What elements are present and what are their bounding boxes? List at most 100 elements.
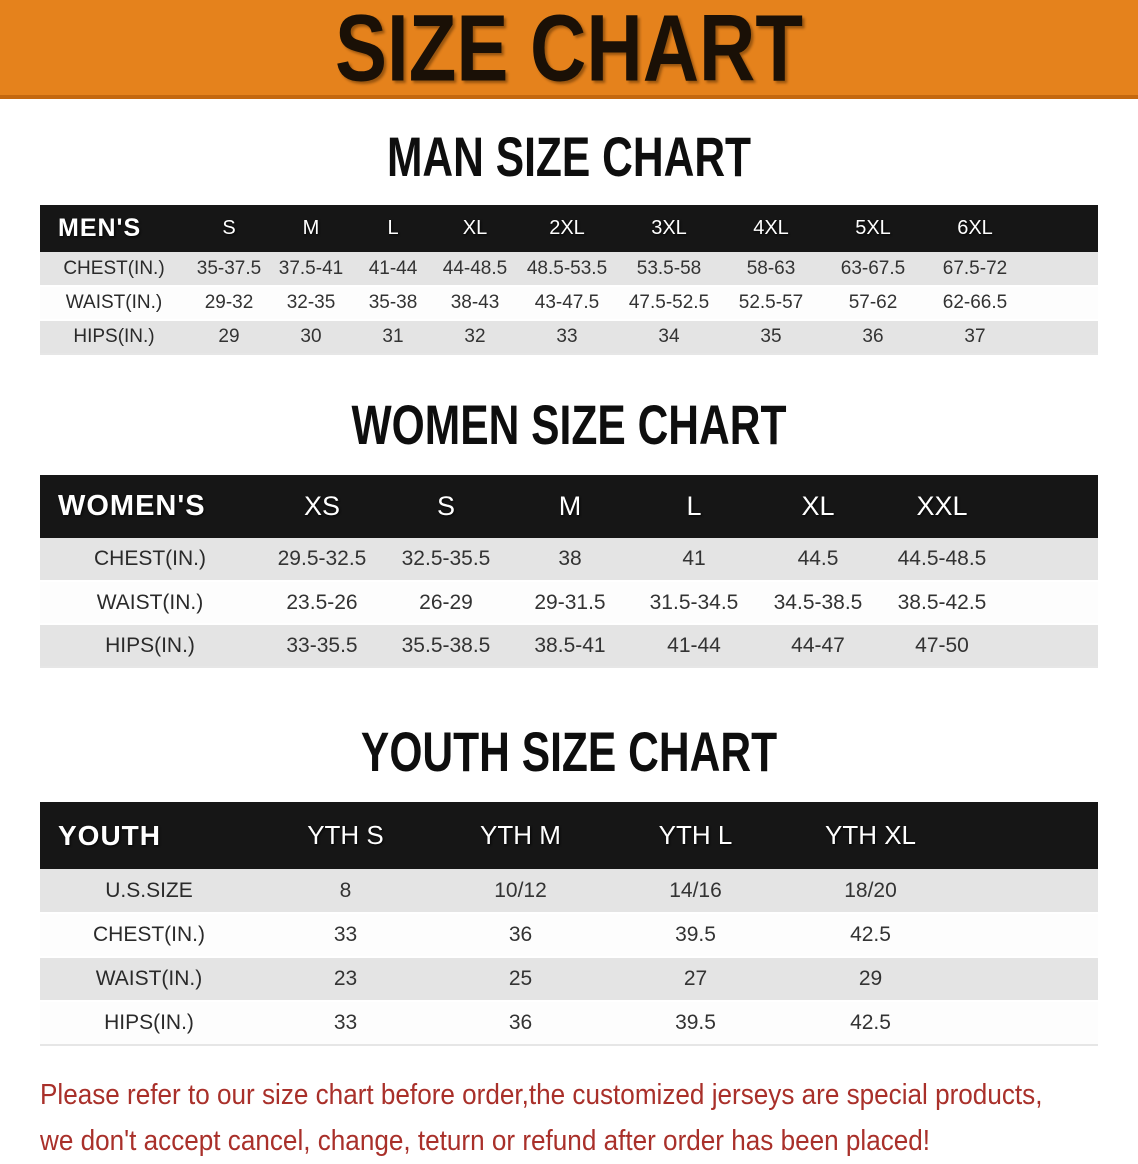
value-cell: 44.5-48.5	[897, 547, 987, 570]
size-column-header: M	[508, 475, 632, 538]
value-cell: 30	[300, 326, 322, 347]
value-cell: 35-37.5	[196, 257, 262, 279]
row-label: HIPS(IN.)	[104, 1011, 194, 1034]
size-column-header: S	[384, 475, 508, 538]
measurement-row: CHEST(IN.) 35-37.5 37.5-41 41-44 44-48.5 48.5…	[40, 252, 1098, 286]
value-cell: 47-50	[915, 633, 969, 657]
value-cell: 35	[760, 326, 782, 347]
size-column-header: 3XL	[618, 205, 720, 252]
size-column-header: XL	[756, 475, 880, 538]
value-cell: 34.5-38.5	[773, 590, 863, 614]
value-cell: 33-35.5	[286, 633, 358, 657]
row-label: WAIST(IN.)	[96, 590, 204, 614]
value-cell: 8	[339, 878, 352, 902]
size-column-header: L	[352, 205, 434, 252]
size-column-header: 6XL	[924, 205, 1026, 252]
header-filler	[1026, 205, 1098, 252]
value-cell: 44.5	[797, 547, 839, 570]
value-cell: 44-48.5	[442, 257, 508, 279]
value-cell: 43-47.5	[534, 292, 600, 313]
value-cell: 29	[218, 326, 240, 347]
value-cell: 53.5-58	[636, 257, 702, 279]
row-filler	[1026, 286, 1098, 320]
row-label: WAIST(IN.)	[65, 292, 163, 313]
row-filler	[1026, 320, 1098, 354]
men-section-heading: MAN SIZE CHART	[386, 125, 752, 188]
value-cell: 38-43	[450, 292, 500, 313]
value-cell: 39.5	[675, 923, 716, 946]
row-filler	[1004, 538, 1098, 581]
value-cell: 29.5-32.5	[277, 547, 367, 570]
measurement-row: CHEST(IN.) 33 36 39.5 42.5	[40, 913, 1098, 957]
value-cell: 47.5-52.5	[628, 292, 710, 313]
row-label: CHEST(IN.)	[93, 923, 205, 946]
table-corner-label: YOUTH	[40, 802, 258, 869]
value-cell: 23	[333, 967, 358, 990]
size-column-header: YTH XL	[783, 802, 958, 869]
table-corner-label: WOMEN'S	[40, 475, 260, 538]
row-label: CHEST(IN.)	[63, 257, 165, 279]
value-cell: 37.5-41	[278, 257, 344, 279]
value-cell: 38	[558, 547, 582, 570]
row-filler	[1026, 252, 1098, 286]
size-column-header: YTH S	[258, 802, 433, 869]
value-cell: 41-44	[667, 633, 721, 657]
value-cell: 39.5	[675, 1011, 716, 1034]
size-column-header: 5XL	[822, 205, 924, 252]
value-cell: 41	[682, 547, 706, 570]
women-size-table: WOMEN'S XS S M L XL XXL CHEST(IN.) 29.5-32.5 32.5…	[40, 475, 1098, 668]
value-cell: 42.5	[850, 1011, 891, 1034]
measurement-row: WAIST(IN.) 23 25 27 29	[40, 957, 1098, 1001]
men-size-section: MAN SIZE CHART MEN'S S M L XL 2XL 3XL 4XL 5XL 6XL…	[0, 129, 1138, 355]
order-disclaimer-note: Please refer to our size chart before or…	[40, 1072, 1042, 1164]
value-cell: 33	[333, 1011, 358, 1034]
value-cell: 33	[556, 326, 578, 347]
header-filler	[1004, 475, 1098, 538]
size-chart-banner: SIZE CHART	[0, 0, 1138, 99]
table-corner-label: MEN'S	[40, 205, 188, 252]
measurement-row: HIPS(IN.) 33-35.5 35.5-38.5 38.5-41 41-44 44-…	[40, 624, 1098, 667]
row-label: HIPS(IN.)	[73, 326, 155, 347]
size-column-header: XXL	[880, 475, 1004, 538]
measurement-row: HIPS(IN.) 29 30 31 32 33 34 35 36 37	[40, 320, 1098, 354]
value-cell: 42.5	[850, 923, 891, 946]
youth-size-table: YOUTH YTH S YTH M YTH L YTH XL U.S.SIZE 8 10/12…	[40, 802, 1098, 1046]
value-cell: 34	[658, 326, 680, 347]
row-label: U.S.SIZE	[105, 878, 193, 902]
value-cell: 29	[858, 967, 883, 990]
size-column-header: YTH M	[433, 802, 608, 869]
value-cell: 23.5-26	[286, 590, 358, 614]
value-cell: 63-67.5	[840, 257, 906, 279]
value-cell: 26-29	[419, 590, 473, 614]
value-cell: 36	[508, 923, 533, 946]
row-filler	[958, 913, 1098, 957]
row-label: HIPS(IN.)	[105, 633, 195, 657]
row-label: CHEST(IN.)	[94, 547, 206, 570]
measurement-row: U.S.SIZE 8 10/12 14/16 18/20	[40, 869, 1098, 913]
table-header-row: WOMEN'S XS S M L XL XXL	[40, 475, 1098, 538]
row-label: WAIST(IN.)	[95, 967, 203, 990]
value-cell: 25	[508, 967, 533, 990]
row-filler	[1004, 624, 1098, 667]
size-column-header: XL	[434, 205, 516, 252]
value-cell: 67.5-72	[942, 257, 1008, 279]
value-cell: 33	[333, 923, 358, 946]
size-column-header: XS	[260, 475, 384, 538]
value-cell: 27	[683, 967, 708, 990]
measurement-row: CHEST(IN.) 29.5-32.5 32.5-35.5 38 41 44.5 44.5…	[40, 538, 1098, 581]
value-cell: 31	[382, 326, 404, 347]
women-section-heading: WOMEN SIZE CHART	[351, 393, 787, 456]
value-cell: 36	[508, 1011, 533, 1034]
value-cell: 38.5-41	[534, 633, 606, 657]
value-cell: 10/12	[494, 878, 547, 902]
size-column-header: 2XL	[516, 205, 618, 252]
value-cell: 32-35	[286, 292, 336, 313]
value-cell: 52.5-57	[738, 292, 804, 313]
women-size-section: WOMEN SIZE CHART WOMEN'S XS S M L XL XXL CHEST(…	[0, 397, 1138, 668]
value-cell: 18/20	[844, 878, 897, 902]
row-filler	[958, 1001, 1098, 1045]
size-column-header: 4XL	[720, 205, 822, 252]
value-cell: 35-38	[368, 292, 418, 313]
value-cell: 29-32	[204, 292, 254, 313]
